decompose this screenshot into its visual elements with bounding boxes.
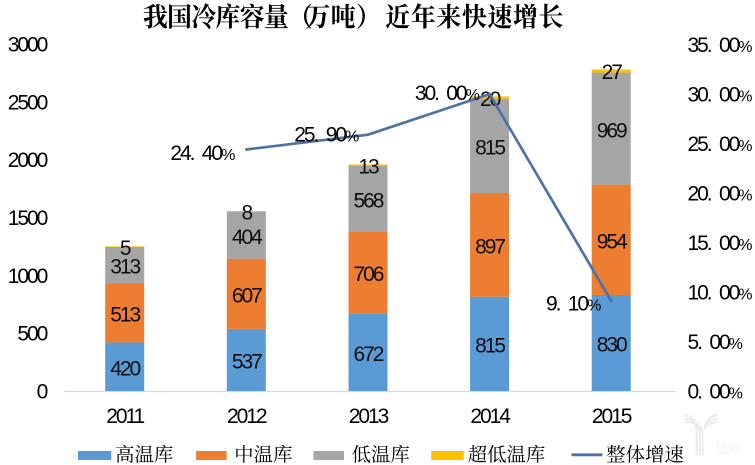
svg-text:404: 404 xyxy=(232,226,263,249)
svg-text:3000: 3000 xyxy=(8,34,48,57)
svg-text:537: 537 xyxy=(232,351,262,374)
svg-text:0. 00%: 0. 00% xyxy=(688,381,743,404)
svg-text:20. 00%: 20. 00% xyxy=(688,183,753,206)
svg-text:15. 00%: 15. 00% xyxy=(688,232,753,255)
svg-text:30. 00%: 30. 00% xyxy=(688,84,753,107)
svg-text:5. 00%: 5. 00% xyxy=(688,331,743,354)
svg-text:25. 90%: 25. 90% xyxy=(294,123,359,146)
svg-text:313: 313 xyxy=(110,256,140,279)
svg-text:1500: 1500 xyxy=(8,207,48,230)
svg-text:24. 40%: 24. 40% xyxy=(170,142,235,165)
svg-text:2012: 2012 xyxy=(227,405,267,428)
svg-text:513: 513 xyxy=(110,304,140,327)
svg-text:10. 00%: 10. 00% xyxy=(688,282,753,305)
svg-text:568: 568 xyxy=(354,190,384,213)
svg-text:672: 672 xyxy=(354,343,384,366)
svg-text:0: 0 xyxy=(37,381,48,404)
svg-text:815: 815 xyxy=(475,335,505,358)
svg-text:706: 706 xyxy=(354,263,384,286)
svg-text:954: 954 xyxy=(597,231,628,254)
svg-text:2011: 2011 xyxy=(106,405,144,428)
svg-text:30. 00%: 30. 00% xyxy=(415,82,480,105)
svg-text:815: 815 xyxy=(475,137,505,160)
svg-text:9. 10%: 9. 10% xyxy=(546,292,601,315)
svg-text:607: 607 xyxy=(232,285,262,308)
svg-text:897: 897 xyxy=(475,236,505,259)
svg-text:2014: 2014 xyxy=(470,405,511,428)
svg-text:13: 13 xyxy=(358,155,379,178)
svg-text:2013: 2013 xyxy=(349,405,389,428)
svg-text:25. 00%: 25. 00% xyxy=(688,133,753,156)
svg-text:5: 5 xyxy=(120,237,131,260)
svg-text:500: 500 xyxy=(17,323,47,346)
svg-text:8: 8 xyxy=(241,202,252,225)
svg-text:2015: 2015 xyxy=(592,405,632,428)
svg-text:420: 420 xyxy=(110,357,140,380)
svg-text:1000: 1000 xyxy=(8,265,48,288)
svg-text:830: 830 xyxy=(597,334,627,357)
svg-text:969: 969 xyxy=(597,119,627,142)
svg-text:2500: 2500 xyxy=(8,91,48,114)
svg-text:2000: 2000 xyxy=(8,149,48,172)
svg-text:35. 00%: 35. 00% xyxy=(688,34,753,57)
svg-text:27: 27 xyxy=(602,61,623,84)
